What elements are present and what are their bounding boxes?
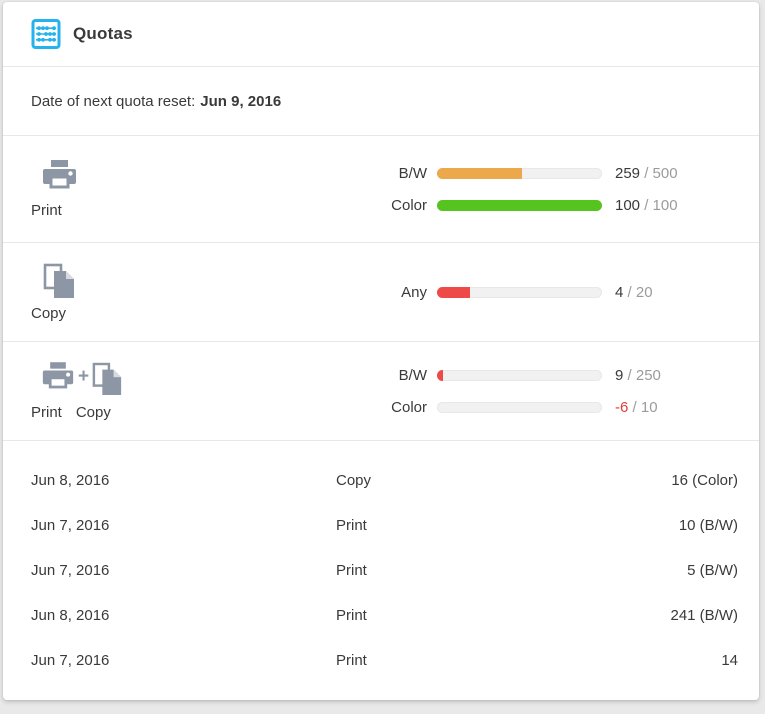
- history-table: Jun 8, 2016 Copy 16 (Color) Jun 7, 2016 …: [3, 440, 759, 683]
- history-row: Jun 7, 2016 Print 14: [31, 638, 738, 683]
- quota-section-print: Print B/W 259 / 500 Color 100 / 100: [3, 135, 759, 242]
- copy-quota-rows: Any 4 / 20: [351, 281, 707, 303]
- quota-value: 259 / 500: [615, 164, 678, 182]
- quota-value: 4 / 20: [615, 283, 653, 301]
- quota-section-print-copy: + Print Copy B/W 9 / 250: [3, 341, 759, 440]
- quota-reset-label: Date of next quota reset:: [31, 92, 196, 110]
- history-amount: 14: [721, 652, 738, 669]
- history-amount: 5 (B/W): [687, 562, 738, 579]
- copy-icon: [43, 263, 76, 300]
- print-icon-block: Print: [31, 159, 78, 219]
- history-type: Print: [336, 517, 367, 534]
- quota-label: B/W: [398, 366, 427, 384]
- history-row: Jun 7, 2016 Print 10 (B/W): [31, 503, 738, 548]
- abacus-icon: [31, 18, 61, 50]
- quotas-card: Quotas Date of next quota reset: Jun 9, …: [3, 2, 759, 700]
- quota-value: -6 / 10: [615, 398, 658, 416]
- history-amount: 16 (Color): [671, 472, 738, 489]
- history-amount: 241 (B/W): [670, 607, 738, 624]
- printer-icon: [41, 361, 75, 390]
- quota-section-copy: Copy Any 4 / 20: [3, 242, 759, 341]
- history-row: Jun 8, 2016 Copy 16 (Color): [31, 458, 738, 503]
- quota-label: Any: [401, 283, 427, 301]
- quota-reset-row: Date of next quota reset: Jun 9, 2016: [3, 66, 759, 135]
- print-quota-rows: B/W 259 / 500 Color 100 / 100: [351, 162, 707, 216]
- history-date: Jun 8, 2016: [31, 472, 110, 489]
- quota-row-print-bw: B/W 259 / 500: [351, 162, 707, 184]
- history-type: Print: [336, 652, 367, 669]
- quota-reset-date: Jun 9, 2016: [200, 92, 282, 110]
- plus-icon: +: [78, 365, 90, 387]
- progress-bar-fill: [437, 167, 523, 179]
- quota-caption-print: Print: [31, 403, 62, 421]
- copy-icon-block: Copy: [31, 263, 76, 322]
- quota-value: 9 / 250: [615, 366, 661, 384]
- copy-icon: [92, 362, 123, 397]
- progress-bar-track: [437, 369, 602, 381]
- quota-caption-print: Print: [31, 201, 62, 219]
- quota-label: Color: [391, 196, 427, 214]
- printer-icon: [41, 159, 78, 190]
- quota-label: B/W: [398, 164, 427, 182]
- history-type: Copy: [336, 472, 372, 489]
- progress-bar-track: [437, 167, 602, 179]
- print-copy-quota-rows: B/W 9 / 250 Color -6 / 10: [351, 364, 707, 418]
- page-title: Quotas: [73, 24, 133, 43]
- progress-bar-fill: [437, 286, 470, 298]
- history-date: Jun 8, 2016: [31, 607, 110, 624]
- history-type: Print: [336, 562, 367, 579]
- quota-label: Color: [391, 398, 427, 416]
- quota-row-printcopy-bw: B/W 9 / 250: [351, 364, 707, 386]
- history-row: Jun 8, 2016 Print 241 (B/W): [31, 593, 738, 638]
- quota-row-printcopy-color: Color -6 / 10: [351, 396, 707, 418]
- quota-caption-copy: Copy: [31, 304, 67, 322]
- history-date: Jun 7, 2016: [31, 517, 110, 534]
- progress-bar-track: [437, 401, 602, 413]
- history-amount: 10 (B/W): [678, 517, 738, 534]
- history-row: Jun 7, 2016 Print 5 (B/W): [31, 548, 738, 593]
- progress-bar-fill: [437, 199, 602, 211]
- progress-bar-fill: [437, 369, 443, 381]
- quota-row-copy-any: Any 4 / 20: [351, 281, 707, 303]
- quota-row-print-color: Color 100 / 100: [351, 194, 707, 216]
- progress-bar-track: [437, 286, 602, 298]
- quota-value: 100 / 100: [615, 196, 678, 214]
- history-date: Jun 7, 2016: [31, 652, 110, 669]
- progress-bar-track: [437, 199, 602, 211]
- quota-caption-copy: Copy: [75, 403, 111, 421]
- card-header: Quotas: [3, 2, 759, 66]
- print-copy-icon-block: + Print Copy: [31, 361, 123, 421]
- history-type: Print: [336, 607, 367, 624]
- history-date: Jun 7, 2016: [31, 562, 110, 579]
